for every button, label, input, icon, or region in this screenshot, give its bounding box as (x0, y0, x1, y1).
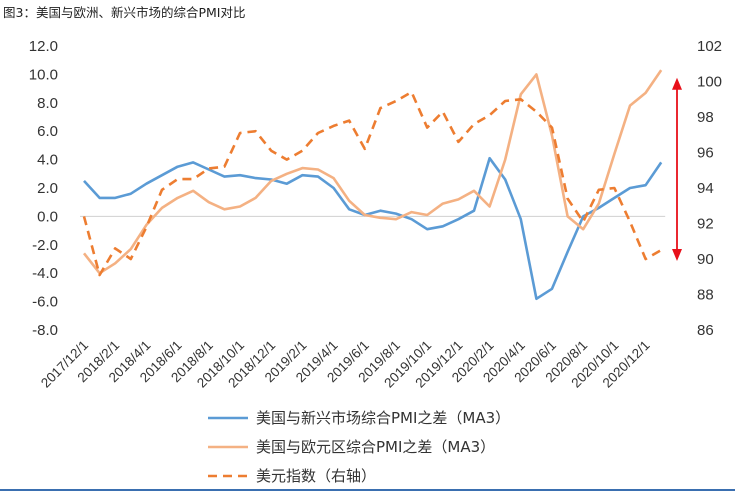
series-layer (82, 69, 663, 301)
y-left-tick-label: 10.0 (29, 66, 58, 83)
y-right-tick-label: 86 (697, 322, 714, 339)
y-right-tick-label: 102 (697, 38, 722, 55)
legend-label-3: 美元指数（右轴） (256, 467, 376, 485)
y-left-tick-label: -4.0 (32, 265, 58, 282)
y-left-tick-label: 2.0 (37, 180, 58, 197)
y-axis-right: 102 100 98 96 94 92 90 88 86 (697, 38, 722, 339)
series-line-3 (82, 90, 662, 277)
arrow-head-up (672, 77, 682, 90)
frame-bottom-border (0, 489, 735, 491)
y-left-tick-label: 4.0 (37, 152, 58, 169)
y-left-tick-label: 6.0 (37, 123, 58, 140)
y-right-tick-label: 96 (697, 145, 714, 162)
arrow-head-down (672, 249, 682, 261)
y-left-tick-label: -2.0 (32, 237, 58, 254)
legend: 美国与新兴市场综合PMI之差（MA3） 美国与欧元区综合PMI之差（MA3） 美元指… (208, 409, 510, 485)
x-axis: 2017/12/12018/2/12018/4/12018/6/12018/8/… (38, 338, 653, 391)
y-right-tick-label: 100 (697, 74, 722, 91)
legend-label-1: 美国与新兴市场综合PMI之差（MA3） (256, 409, 510, 427)
legend-label-2: 美国与欧元区综合PMI之差（MA3） (256, 438, 495, 456)
y-left-tick-label: 0.0 (37, 208, 58, 225)
y-left-tick-label: -6.0 (32, 294, 58, 311)
y-right-tick-label: 98 (697, 109, 714, 126)
range-arrow (672, 77, 682, 261)
y-axis-left: 12.0 10.0 8.0 6.0 4.0 2.0 0.0 -2.0 -4.0 -6.0 -8.0 (29, 38, 58, 339)
y-left-tick-label: -8.0 (32, 322, 58, 339)
y-right-tick-label: 92 (697, 216, 714, 233)
chart-title: 图3：美国与欧洲、新兴市场的综合PMI对比 (3, 5, 246, 20)
y-right-tick-label: 88 (697, 287, 714, 304)
y-right-tick-label: 94 (697, 180, 714, 197)
series-line-2 (82, 69, 663, 275)
y-right-tick-label: 90 (697, 251, 714, 268)
series-line-1 (83, 156, 663, 301)
y-left-tick-label: 12.0 (29, 38, 58, 55)
y-left-tick-label: 8.0 (37, 95, 58, 112)
